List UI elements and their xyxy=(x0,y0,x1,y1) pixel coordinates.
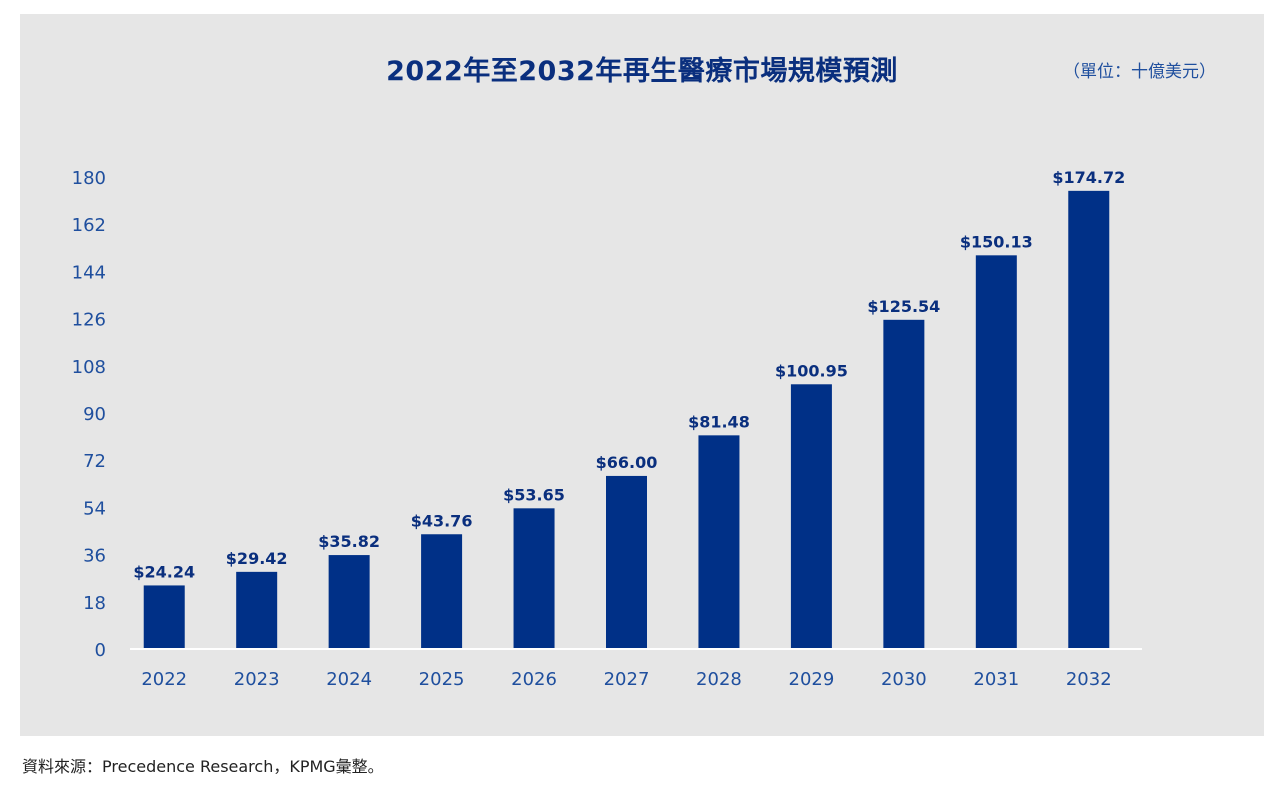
x-tick-label: 2026 xyxy=(511,669,557,690)
y-tick-label: 162 xyxy=(72,215,106,236)
data-label: $81.48 xyxy=(688,412,750,431)
x-tick-label: 2027 xyxy=(604,669,650,690)
x-tick-label: 2022 xyxy=(141,669,187,690)
y-tick-label: 54 xyxy=(83,498,106,519)
y-tick-label: 72 xyxy=(83,451,106,472)
y-tick-label: 0 xyxy=(95,640,106,661)
bar xyxy=(236,571,278,649)
data-label: $24.24 xyxy=(133,562,195,581)
bar xyxy=(1068,190,1110,649)
y-tick-label: 108 xyxy=(72,357,106,378)
bar xyxy=(883,319,925,649)
data-label: $53.65 xyxy=(503,485,565,504)
bar xyxy=(513,508,555,649)
bar xyxy=(328,555,370,649)
data-label: $35.82 xyxy=(318,532,380,551)
data-label: $43.76 xyxy=(411,511,473,530)
x-axis: 2022 2023 2024 2025 2026 2027 2028 2029 2030 2031… xyxy=(141,669,1111,690)
data-label: $29.42 xyxy=(226,549,288,568)
x-tick-label: 2024 xyxy=(326,669,372,690)
unit-label: （單位：十億美元） xyxy=(1063,62,1216,82)
bar xyxy=(143,585,185,649)
x-tick-label: 2029 xyxy=(789,669,835,690)
data-labels: $24.24 $29.42 $35.82 $43.76 $53.65 $66.00 $81.… xyxy=(133,168,1125,582)
x-tick-label: 2031 xyxy=(973,669,1019,690)
y-tick-label: 90 xyxy=(83,404,106,425)
source-note: 資料來源：Precedence Research，KPMG彙整。 xyxy=(22,757,384,776)
y-tick-label: 18 xyxy=(83,593,106,614)
y-tick-label: 144 xyxy=(72,262,106,283)
data-label: $174.72 xyxy=(1052,168,1125,187)
data-label: $150.13 xyxy=(960,232,1033,251)
y-tick-label: 180 xyxy=(72,168,106,189)
bars xyxy=(143,190,1110,649)
x-tick-label: 2030 xyxy=(881,669,927,690)
data-label: $125.54 xyxy=(867,297,940,316)
bar xyxy=(698,435,740,649)
bar xyxy=(975,255,1017,649)
bar xyxy=(606,475,647,649)
bar xyxy=(421,534,463,649)
bar xyxy=(790,384,832,649)
data-label: $66.00 xyxy=(596,453,658,472)
x-tick-label: 2032 xyxy=(1066,669,1112,690)
x-tick-label: 2025 xyxy=(419,669,465,690)
chart-title: 2022年至2032年再生醫療市場規模預測 xyxy=(386,56,898,87)
y-tick-label: 126 xyxy=(72,310,106,331)
x-tick-label: 2028 xyxy=(696,669,742,690)
data-label: $100.95 xyxy=(775,361,848,380)
y-tick-label: 36 xyxy=(83,546,106,567)
y-axis: 0 18 36 54 72 90 108 126 144 162 180 xyxy=(72,168,106,661)
x-tick-label: 2023 xyxy=(234,669,280,690)
